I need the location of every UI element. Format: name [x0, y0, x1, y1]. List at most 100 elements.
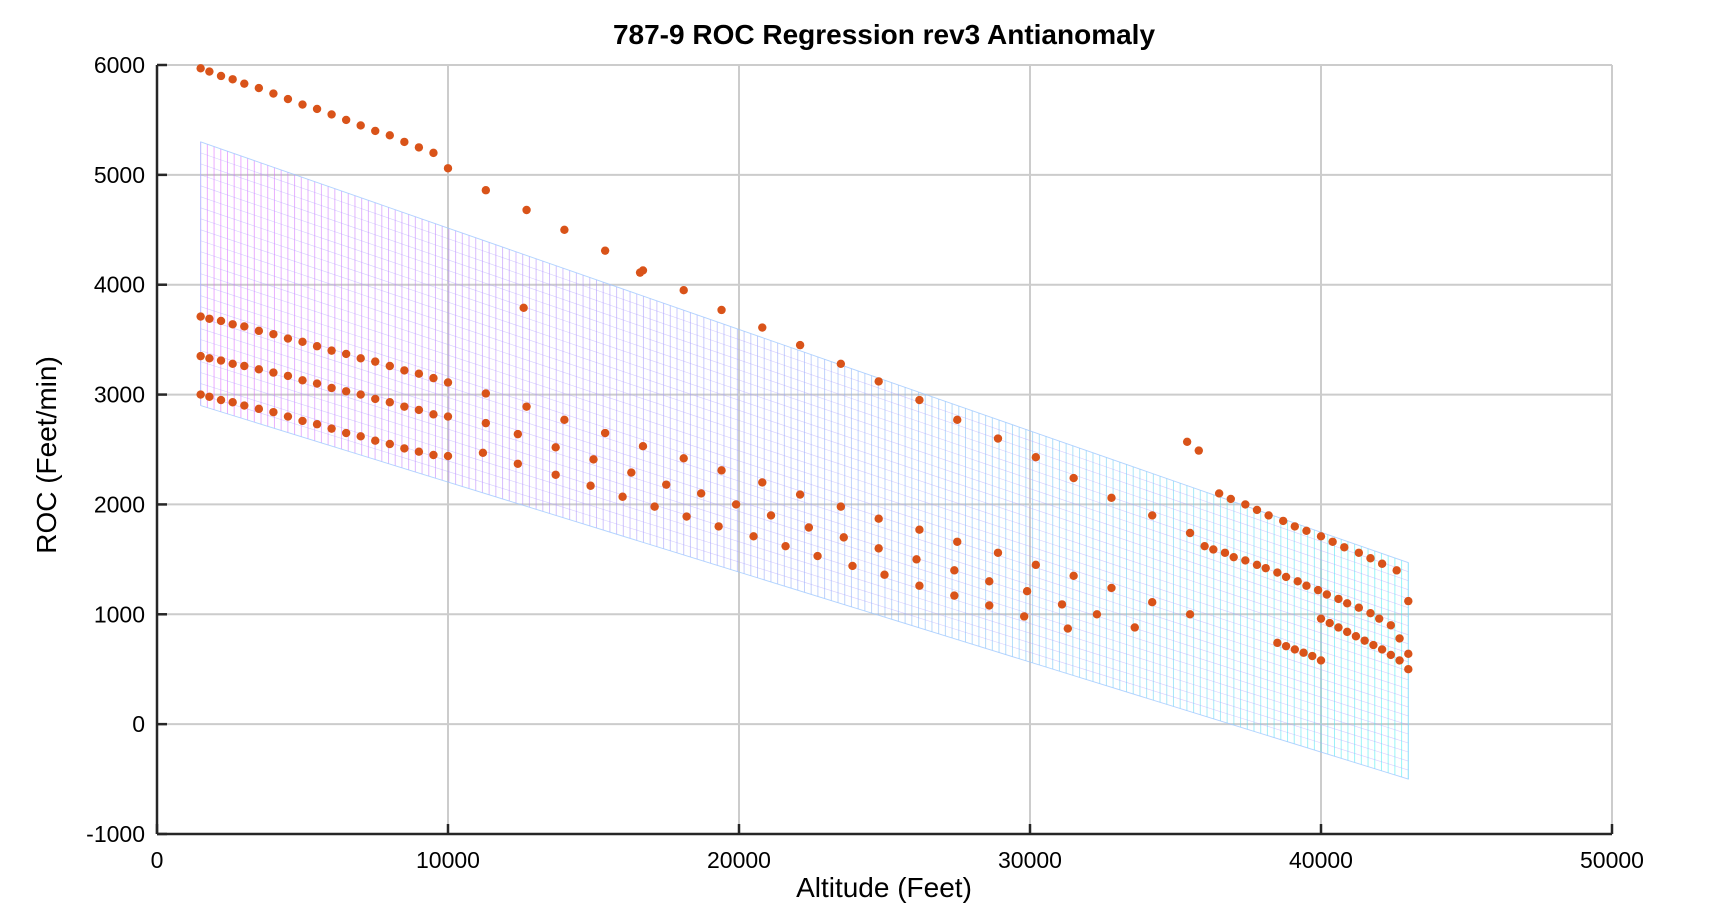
surface-mesh-row — [200, 229, 1409, 636]
data-point — [519, 303, 528, 312]
data-point — [758, 478, 767, 487]
data-point — [589, 455, 598, 464]
data-point — [1273, 638, 1282, 648]
surface-mesh-row — [200, 273, 1409, 672]
surface-mesh-row — [200, 174, 1409, 590]
data-point — [836, 359, 846, 369]
data-point — [804, 523, 814, 532]
data-point — [429, 148, 438, 158]
y-tick-label: 6000 — [94, 52, 145, 78]
data-point — [298, 337, 307, 347]
data-point — [1107, 493, 1116, 503]
y-tick-label: 5000 — [94, 162, 145, 188]
data-point — [1316, 532, 1326, 541]
surface-mesh-row — [200, 295, 1409, 690]
data-point — [1308, 651, 1317, 661]
surface-mesh-row — [200, 317, 1409, 708]
data-point — [1340, 543, 1349, 552]
data-point — [618, 492, 627, 501]
data-point — [717, 305, 726, 315]
x-tick-label: 50000 — [1580, 847, 1644, 873]
data-point — [228, 359, 237, 369]
data-point — [341, 428, 351, 438]
x-tick-label: 30000 — [998, 847, 1062, 873]
data-point — [312, 379, 322, 388]
data-point — [414, 447, 424, 456]
data-point — [1290, 645, 1300, 654]
data-point — [1342, 627, 1352, 637]
data-point — [216, 395, 226, 405]
data-point — [443, 164, 453, 173]
data-point — [216, 71, 226, 81]
data-point — [400, 366, 409, 375]
data-point — [205, 392, 214, 401]
data-point — [1369, 640, 1378, 650]
data-point — [371, 436, 380, 445]
data-point — [1031, 452, 1041, 462]
data-point — [298, 376, 307, 385]
data-point — [1386, 621, 1396, 630]
data-point — [1019, 612, 1029, 621]
data-point — [600, 246, 610, 255]
data-point — [205, 354, 214, 363]
data-point — [312, 420, 322, 429]
data-point — [679, 454, 688, 463]
data-point — [1220, 548, 1230, 557]
surface-mesh-row — [200, 361, 1409, 744]
data-point — [912, 555, 921, 564]
data-point — [560, 415, 569, 425]
data-point — [414, 405, 424, 415]
surface-mesh-row — [200, 284, 1409, 681]
data-point — [874, 544, 883, 553]
data-point — [196, 390, 205, 399]
data-point — [993, 434, 1003, 443]
data-point — [228, 320, 237, 329]
data-point — [283, 412, 293, 421]
data-point — [880, 570, 889, 579]
data-point — [781, 541, 790, 551]
data-point — [269, 89, 278, 98]
data-point — [839, 533, 848, 542]
surface-mesh-row — [200, 262, 1409, 663]
data-point — [1214, 489, 1224, 498]
data-point — [443, 412, 453, 421]
x-tick-label: 20000 — [707, 847, 771, 873]
data-point — [414, 369, 424, 378]
data-point — [1185, 610, 1195, 619]
data-point — [1200, 541, 1209, 551]
data-point — [627, 468, 636, 477]
data-point — [638, 442, 648, 451]
y-axis-label: ROC (Feet/min) — [31, 356, 62, 554]
data-point — [813, 551, 822, 561]
data-point — [953, 415, 962, 425]
data-point — [1022, 587, 1032, 596]
data-point — [1354, 548, 1364, 557]
data-point — [1395, 656, 1404, 665]
data-point — [1278, 516, 1288, 526]
data-point — [327, 383, 336, 393]
data-point — [481, 418, 491, 428]
data-point — [254, 83, 264, 93]
data-point — [1334, 594, 1343, 604]
data-point — [429, 410, 438, 419]
data-point — [1229, 552, 1238, 562]
data-point — [269, 329, 278, 339]
data-point — [429, 373, 438, 383]
data-point — [1293, 577, 1302, 586]
data-point — [1069, 473, 1078, 483]
data-point — [385, 398, 394, 407]
data-point — [1377, 645, 1387, 654]
y-tick-label: 3000 — [94, 382, 145, 408]
data-point — [1404, 665, 1413, 674]
data-point — [385, 131, 394, 140]
data-point — [1273, 568, 1282, 577]
data-point — [1377, 559, 1387, 568]
data-point — [1302, 526, 1311, 535]
data-point — [679, 286, 688, 295]
data-point — [758, 323, 767, 332]
data-point — [216, 316, 226, 326]
data-point — [513, 459, 523, 468]
data-point — [298, 416, 307, 426]
